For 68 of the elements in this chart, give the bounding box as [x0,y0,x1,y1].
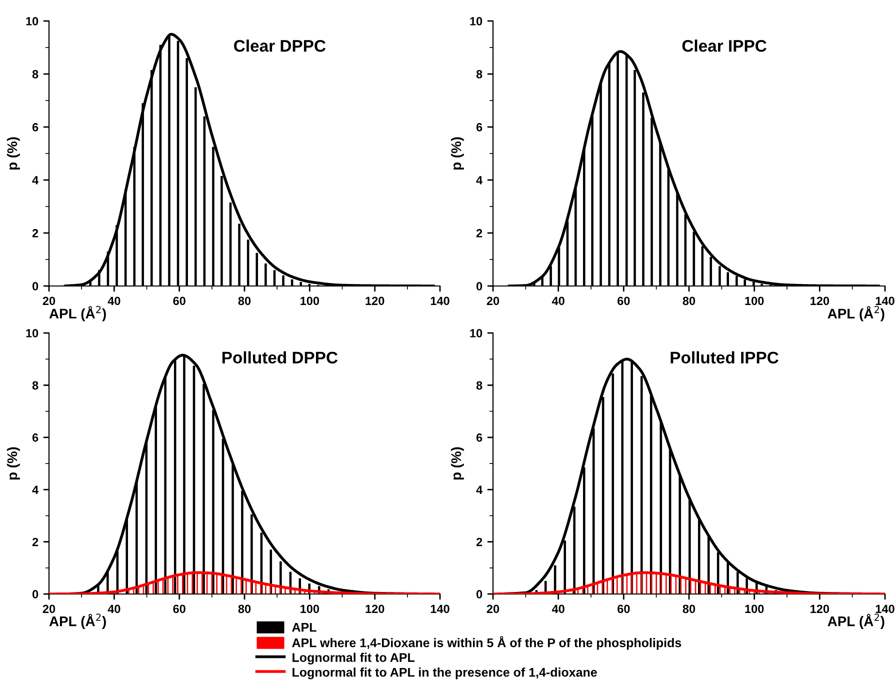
x-tick-label: 120 [366,604,384,614]
text: Clear IPPC [682,40,766,52]
x-tick-label: 60 [618,604,630,614]
y-tick-label: 8 [476,381,482,390]
y-tick-label: 6 [476,123,482,132]
x-tick-label: 80 [682,604,696,614]
y-tick-label: 8 [476,70,482,78]
y-tick-label: 4 [32,176,39,184]
x-tick-label: 40 [552,604,564,614]
y-tick-label: 8 [32,381,38,390]
y-tick-label: 0 [476,590,482,598]
y-tick-label: 2 [476,229,482,238]
y-tick-label: 10 [470,17,482,26]
x-tick-label: 20 [42,604,56,614]
text: Polluted DPPC [222,351,338,364]
x-tick-label: 100 [300,296,320,306]
x-tick-label: 20 [486,604,500,614]
x-tick-label: 60 [618,296,630,306]
x-tick-label: 40 [108,604,120,614]
x-tick-label: 140 [876,604,894,614]
text: Polluted IPPC [670,351,778,364]
y-tick-label: 0 [476,282,482,290]
y-tick-label: 4 [32,486,39,494]
x-axis-title: APL (Å$^{2}$) [828,306,884,322]
x-axis-title: APL (Å$^{2}$) [828,614,884,629]
x-axis-title: APL (Å$^{2}$) [49,614,106,629]
x-tick-label: 120 [366,296,384,306]
y-tick-label: 4 [476,176,483,184]
x-tick-label: 60 [173,296,186,306]
y-tick-label: 2 [476,538,482,546]
legend-label: APL where 1,4-Dioxane is within 5 Å of the P of the phospholipids [292,636,682,650]
y-tick-label: 10 [26,17,38,26]
x-tick-label: 100 [745,604,764,614]
x-tick-label: 20 [42,296,56,306]
y-tick-label: 10 [26,329,38,338]
y-tick-label: 6 [32,433,38,442]
y-axis-title: p (%) [450,447,464,480]
y-tick-label: 4 [476,486,483,494]
legend-label: Lognormal fit to APL [292,652,414,664]
y-axis-title: p (%) [6,447,20,480]
y-axis-title: p (%) [450,137,464,170]
y-tick-label: 2 [32,229,38,238]
x-axis-title: APL (Å$^{2}$) [49,306,106,322]
text: Clear DPPC [234,40,326,52]
x-tick-label: 120 [810,604,830,614]
y-tick-label: 0 [32,282,38,290]
x-tick-label: 80 [238,604,251,614]
x-tick-label: 40 [552,296,564,306]
y-tick-label: 2 [32,538,38,546]
x-tick-label: 20 [486,296,500,306]
x-tick-label: 140 [430,604,450,614]
y-tick-label: 0 [32,590,38,598]
y-axis-title: p (%) [6,137,20,170]
x-tick-label: 100 [300,604,320,614]
x-tick-label: 80 [238,296,251,306]
x-tick-label: 140 [430,296,450,306]
legend-label: APL [292,623,316,632]
y-tick-label: 6 [32,123,38,132]
y-tick-label: 8 [32,70,38,78]
x-tick-label: 140 [876,296,894,306]
x-tick-label: 80 [682,296,696,306]
x-tick-label: 40 [108,296,120,306]
y-tick-label: 6 [476,433,482,442]
x-tick-label: 60 [173,604,186,614]
x-tick-label: 120 [810,296,830,306]
legend-label: Lognormal fit to APL in the presence of 1,4-dioxane [292,668,597,680]
y-tick-label: 10 [470,329,482,338]
x-tick-label: 100 [745,296,764,306]
